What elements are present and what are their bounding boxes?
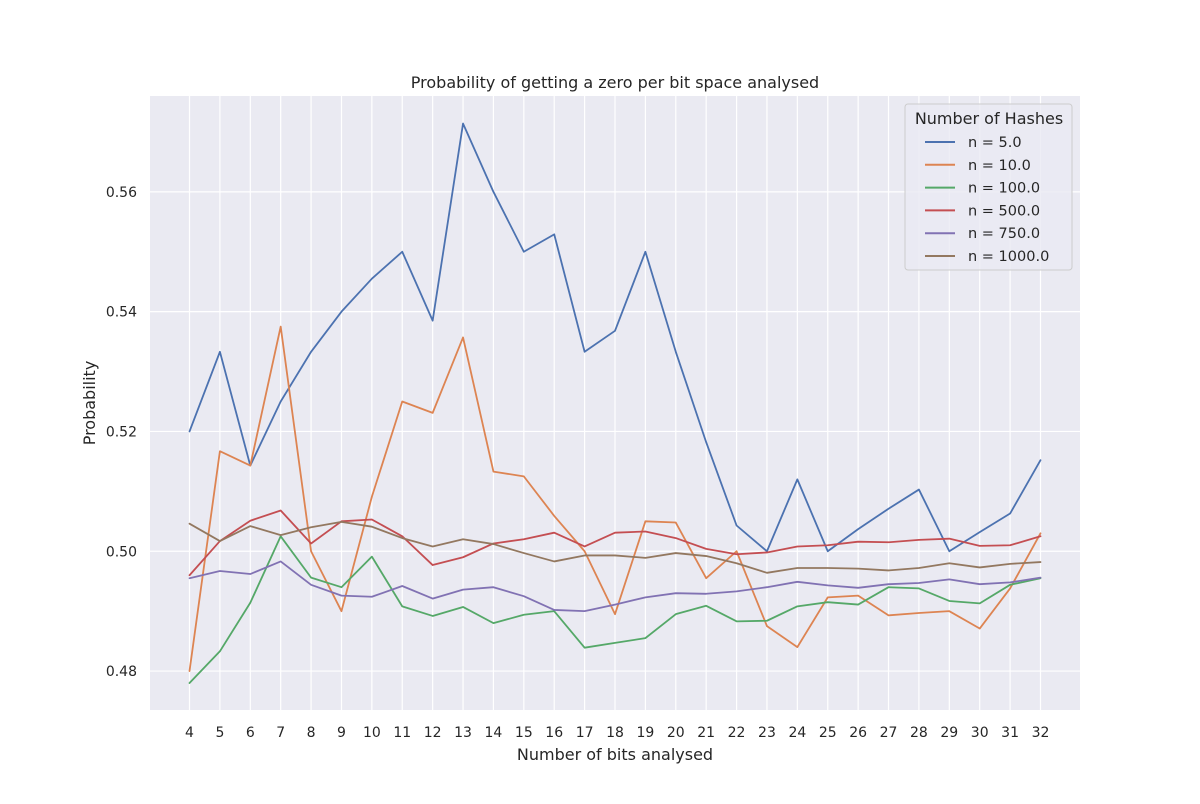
x-tick-label: 32: [1032, 725, 1050, 741]
x-tick-label: 18: [606, 725, 624, 741]
x-tick-label: 29: [940, 725, 958, 741]
series-line-2: [188, 535, 1042, 684]
x-tick-label: 26: [849, 725, 867, 741]
legend-box: [904, 103, 1073, 271]
x-axis-label: Number of bits analysed: [517, 745, 713, 764]
grid-lines: [150, 96, 1080, 710]
x-tick-label: 7: [276, 725, 285, 741]
x-tick-label: 13: [454, 725, 472, 741]
x-axis-ticks: 4 5 6 7 8 9 10 11 12 13 14 15 16 17 18 19 20 21 22 23 24 25 26…: [185, 725, 1049, 741]
x-tick-label: 21: [697, 725, 715, 741]
chart-title: Probability of getting a zero per bit sp…: [411, 73, 819, 92]
y-tick-label: 0.56: [106, 185, 137, 201]
x-tick-label: 9: [337, 725, 346, 741]
legend-label-5: n = 1000.0: [968, 249, 1049, 265]
x-tick-label: 8: [307, 725, 316, 741]
x-tick-label: 23: [758, 725, 776, 741]
x-tick-label: 27: [880, 725, 898, 741]
x-tick-label: 17: [576, 725, 594, 741]
y-tick-label: 0.48: [106, 664, 137, 680]
x-tick-label: 30: [971, 725, 989, 741]
legend-items: n = 5.0 n = 10.0 n = 100.0 n = 500.0 n = 750…: [925, 135, 1049, 265]
x-tick-label: 4: [185, 725, 194, 741]
x-tick-label: 19: [636, 725, 654, 741]
legend-title: Number of Hashes: [915, 109, 1063, 128]
x-tick-label: 22: [728, 725, 746, 741]
x-tick-label: 15: [515, 725, 533, 741]
x-tick-label: 28: [910, 725, 928, 741]
x-tick-label: 10: [363, 725, 381, 741]
y-tick-label: 0.52: [106, 424, 137, 440]
series-line-0: [188, 122, 1042, 553]
x-tick-label: 24: [788, 725, 806, 741]
legend: Number of Hashes n = 5.0 n = 10.0 n = 100.…: [904, 103, 1073, 271]
y-tick-label: 0.54: [106, 305, 137, 321]
y-tick-label: 0.50: [106, 544, 137, 560]
y-axis-ticks: 0.48 0.50 0.52 0.54 0.56: [106, 185, 137, 680]
legend-label-4: n = 750.0: [968, 226, 1040, 242]
x-tick-label: 16: [545, 725, 563, 741]
x-tick-label: 20: [667, 725, 685, 741]
series-lines: [188, 122, 1042, 684]
series-line-5: [188, 521, 1042, 574]
x-tick-label: 31: [1001, 725, 1019, 741]
x-tick-label: 12: [424, 725, 442, 741]
x-tick-label: 14: [485, 725, 503, 741]
series-line-4: [188, 560, 1042, 613]
x-tick-label: 6: [246, 725, 255, 741]
x-tick-label: 5: [215, 725, 224, 741]
x-tick-label: 11: [393, 725, 411, 741]
legend-label-1: n = 10.0: [968, 158, 1031, 174]
x-tick-label: 25: [819, 725, 837, 741]
y-axis-label: Probability: [80, 361, 99, 446]
legend-label-0: n = 5.0: [968, 135, 1022, 151]
series-line-3: [188, 509, 1042, 577]
legend-label-2: n = 100.0: [968, 181, 1040, 197]
legend-label-3: n = 500.0: [968, 203, 1040, 219]
